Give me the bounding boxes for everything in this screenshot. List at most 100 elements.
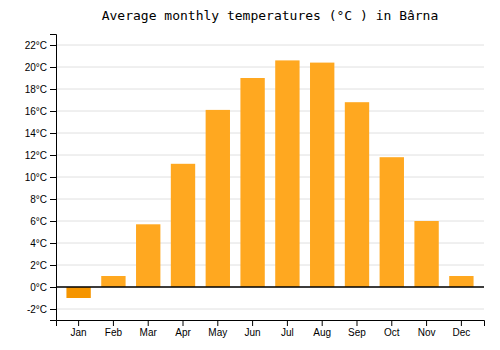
tick-label: Oct (384, 327, 400, 338)
tick-label: 10°C (25, 172, 47, 183)
tick-label: Mar (140, 327, 158, 338)
tick: Jun (245, 320, 261, 338)
tick-mark (50, 155, 56, 156)
tick: 8°C (30, 194, 56, 205)
tick: Apr (175, 320, 191, 338)
tick-label: 22°C (25, 40, 47, 51)
tick-label: Jul (281, 327, 294, 338)
tick-label: Apr (175, 327, 191, 338)
grid-line (56, 199, 484, 200)
tick: 6°C (30, 216, 56, 227)
tick-label: 16°C (25, 106, 47, 117)
tick-mark (50, 265, 56, 266)
bars (66, 60, 473, 298)
chart: -2°C 0°C 2°C 4°C 6°C 8°C 10°C 12°C 14°C 16°C 18°C 2… (0, 0, 500, 350)
tick-mark (183, 320, 184, 326)
tick-mark (50, 199, 56, 200)
tick-label: Jan (71, 327, 87, 338)
grid-line (56, 177, 484, 178)
zero-line (56, 286, 484, 288)
tick: Aug (313, 320, 331, 338)
tick-label: 18°C (25, 84, 47, 95)
bar (206, 110, 230, 287)
tick-mark (50, 111, 56, 112)
axis-line (50, 35, 57, 321)
title: Average monthly temperatures (°C ) in Bâ… (102, 8, 439, 23)
tick-label: 12°C (25, 150, 47, 161)
x-axis: Jan Feb Mar Apr May Jun Jul Aug Sep Oct Nov Dec (57, 320, 485, 338)
tick-label: Jun (245, 327, 261, 338)
tick-mark (50, 67, 56, 68)
tick-label: 4°C (30, 238, 47, 249)
tick-label: Feb (105, 327, 123, 338)
bar (449, 276, 473, 287)
tick-mark (50, 221, 56, 222)
tick: Jan (71, 320, 87, 338)
bar (136, 224, 160, 287)
bar (414, 221, 438, 287)
tick: 4°C (30, 238, 56, 249)
plot: -2°C 0°C 2°C 4°C 6°C 8°C 10°C 12°C 14°C 16°C 18°C 2… (25, 35, 485, 339)
tick-mark (426, 320, 427, 326)
tick-label: -2°C (27, 304, 47, 315)
tick: 16°C (25, 106, 56, 117)
tick-mark (50, 133, 56, 134)
bar (101, 276, 125, 287)
tick: 2°C (30, 260, 56, 271)
tick-label: May (208, 327, 227, 338)
tick: Sep (348, 320, 366, 338)
tick-label: 6°C (30, 216, 47, 227)
tick-label: 20°C (25, 62, 47, 73)
axis-line (57, 321, 485, 327)
grid-line (56, 287, 484, 288)
tick-label: 8°C (30, 194, 47, 205)
tick: Dec (452, 320, 470, 338)
tick: Jul (281, 320, 294, 338)
tick: May (208, 320, 227, 338)
grid-line (56, 133, 484, 134)
tick-mark (113, 320, 114, 326)
tick: 18°C (25, 84, 56, 95)
grid-line (56, 155, 484, 156)
bar (345, 102, 369, 287)
tick-mark (50, 287, 56, 288)
tick-mark (461, 320, 462, 326)
bar (240, 78, 264, 287)
grid-line (56, 309, 484, 310)
tick-label: Nov (418, 327, 436, 338)
tick-mark (78, 320, 79, 326)
grid-line (56, 89, 484, 90)
tick: -2°C (27, 304, 56, 315)
tick-mark (50, 177, 56, 178)
bar (380, 157, 404, 287)
tick-mark (356, 320, 357, 326)
tick-label: Dec (452, 327, 470, 338)
tick: 14°C (25, 128, 56, 139)
bar (171, 164, 195, 287)
bar (275, 60, 299, 287)
tick: 20°C (25, 62, 56, 73)
tick-mark (148, 320, 149, 326)
tick: Feb (105, 320, 123, 338)
tick-mark (252, 320, 253, 326)
tick-mark (50, 243, 56, 244)
tick-label: Sep (348, 327, 366, 338)
grid-line (56, 45, 484, 46)
tick: 22°C (25, 40, 56, 51)
y-axis: -2°C 0°C 2°C 4°C 6°C 8°C 10°C 12°C 14°C 16°C 18°C 2… (25, 35, 57, 321)
tick: Oct (384, 320, 400, 338)
tick-mark (322, 320, 323, 326)
tick: 0°C (30, 282, 56, 293)
grid-line (56, 67, 484, 68)
tick-mark (287, 320, 288, 326)
tick: Nov (418, 320, 436, 338)
tick-mark (217, 320, 218, 326)
tick-mark (50, 45, 56, 46)
tick-mark (50, 309, 56, 310)
tick: 12°C (25, 150, 56, 161)
tick-label: 0°C (30, 282, 47, 293)
tick-label: Aug (313, 327, 331, 338)
tick-mark (50, 89, 56, 90)
tick-mark (391, 320, 392, 326)
tick-label: 14°C (25, 128, 47, 139)
